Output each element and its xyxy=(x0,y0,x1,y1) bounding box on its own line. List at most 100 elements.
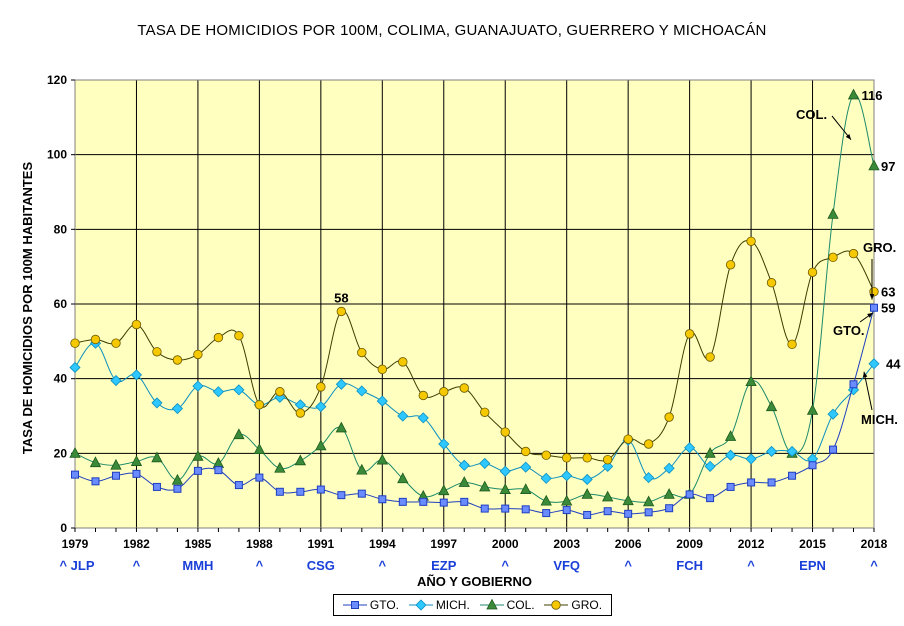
annotation-label: COL. xyxy=(796,107,827,122)
y-tick-label: 120 xyxy=(47,73,67,87)
data-point xyxy=(542,509,551,518)
legend-item-col: COL. xyxy=(479,598,535,612)
data-point xyxy=(131,319,142,330)
data-point xyxy=(725,449,737,461)
data-point xyxy=(71,470,79,479)
data-point xyxy=(583,510,592,519)
government-label: EZP xyxy=(431,558,457,573)
data-point xyxy=(460,497,469,506)
government-label: ^ xyxy=(133,558,141,573)
data-point xyxy=(643,472,655,484)
data-point xyxy=(376,395,388,407)
data-point xyxy=(459,383,469,393)
data-point xyxy=(193,349,203,360)
data-point xyxy=(152,347,162,357)
data-point xyxy=(806,404,819,415)
data-point xyxy=(336,306,347,317)
data-point xyxy=(540,472,552,484)
data-point xyxy=(132,469,141,478)
legend-swatch xyxy=(479,599,504,610)
data-point xyxy=(706,494,715,503)
annotation-label: 97 xyxy=(881,159,895,174)
y-tick-label: 80 xyxy=(54,222,68,236)
data-point xyxy=(705,352,715,362)
data-point xyxy=(398,497,407,506)
x-tick-label: 1985 xyxy=(185,537,212,551)
data-point xyxy=(397,410,409,422)
legend-label: COL. xyxy=(506,598,535,612)
data-point xyxy=(624,509,633,518)
y-tick-label: 0 xyxy=(60,521,67,535)
data-point xyxy=(766,278,777,288)
data-point xyxy=(561,453,572,463)
data-point xyxy=(787,339,797,350)
data-point xyxy=(458,476,470,487)
callout-arrow xyxy=(869,259,875,300)
data-point xyxy=(847,88,860,100)
legend-swatch-marker xyxy=(485,599,498,610)
y-tick-label: 60 xyxy=(54,297,68,311)
data-point xyxy=(745,453,757,465)
series-line xyxy=(74,240,875,462)
data-point xyxy=(255,473,264,482)
data-point xyxy=(581,488,593,499)
data-point xyxy=(171,473,184,485)
data-point xyxy=(521,505,530,514)
x-tick-label: 2009 xyxy=(676,537,703,551)
data-point xyxy=(704,446,716,458)
arrow-head xyxy=(862,371,868,378)
data-point xyxy=(479,480,491,492)
data-point xyxy=(214,466,223,475)
callout-arrow xyxy=(862,371,873,411)
data-point xyxy=(561,470,573,482)
data-point xyxy=(480,407,490,417)
data-point xyxy=(357,347,367,358)
data-point xyxy=(69,361,81,374)
x-tick-label: 1991 xyxy=(307,537,334,551)
government-label: MMH xyxy=(182,558,213,573)
data-point xyxy=(69,446,81,458)
data-point xyxy=(193,466,202,475)
data-point xyxy=(642,495,655,507)
data-point xyxy=(643,439,654,449)
data-point xyxy=(765,445,778,458)
legend-swatch xyxy=(544,600,569,610)
data-point xyxy=(356,385,368,397)
data-point xyxy=(110,374,122,387)
government-label: ^ xyxy=(624,558,632,573)
government-label: ^ xyxy=(747,558,755,573)
data-point xyxy=(581,473,593,486)
annotation-label: GRO. xyxy=(863,240,896,255)
data-point xyxy=(234,481,243,490)
government-label: CSG xyxy=(307,558,335,573)
data-point xyxy=(665,504,674,513)
series-line xyxy=(74,307,875,516)
data-point xyxy=(213,332,224,343)
government-label: ^ xyxy=(256,558,264,573)
data-point xyxy=(438,484,450,496)
government-label: EPN xyxy=(799,558,826,573)
data-point xyxy=(828,252,838,263)
arrow-head xyxy=(845,133,852,140)
data-point xyxy=(808,461,817,470)
data-point xyxy=(151,397,163,409)
x-tick-label: 1997 xyxy=(430,537,457,551)
data-point xyxy=(111,471,120,480)
data-point xyxy=(663,462,675,474)
data-point xyxy=(296,487,305,496)
data-point xyxy=(829,445,838,454)
data-point xyxy=(807,267,818,277)
data-point xyxy=(130,369,143,381)
annotation-label: 44 xyxy=(886,357,901,372)
data-point xyxy=(664,412,674,422)
data-point xyxy=(602,490,614,502)
data-point xyxy=(438,438,450,450)
x-axis-title: AÑO Y GOBIERNO xyxy=(417,574,532,589)
data-point xyxy=(419,497,428,506)
data-point xyxy=(439,387,449,397)
data-point xyxy=(540,494,552,506)
series-gro xyxy=(70,236,879,465)
data-point xyxy=(520,483,532,494)
data-point xyxy=(827,208,839,219)
arrow-head xyxy=(867,312,873,318)
